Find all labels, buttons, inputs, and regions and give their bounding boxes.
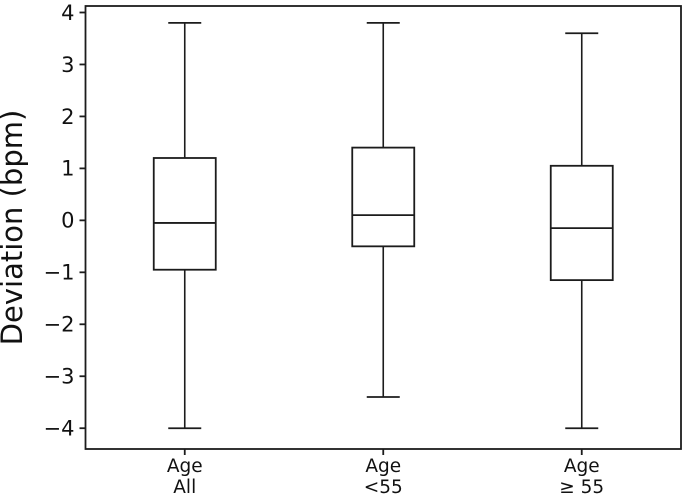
y-tick-label: 1 — [61, 157, 74, 181]
y-tick-label: −2 — [44, 313, 75, 337]
iqr-box — [351, 146, 416, 248]
iqr-box — [549, 164, 614, 282]
y-tick-label: 0 — [61, 209, 74, 233]
y-tick-label: −1 — [44, 261, 75, 285]
x-tick-label: Age — [564, 456, 600, 477]
x-tick-label: <55 — [364, 477, 403, 498]
y-tick-label: −4 — [44, 417, 75, 441]
x-tick-label: Age — [167, 456, 203, 477]
y-tick-label: 2 — [61, 105, 74, 129]
y-tick-label: 3 — [61, 53, 74, 77]
iqr-box — [152, 157, 217, 271]
y-axis-label: Deviation (bpm) — [0, 110, 29, 346]
x-tick-label: All — [173, 477, 196, 498]
y-tick-label: −3 — [44, 365, 75, 389]
x-tick-label: Age — [365, 456, 401, 477]
x-tick-label: ≥ 55 — [559, 477, 604, 498]
y-tick-label: 4 — [61, 1, 74, 25]
